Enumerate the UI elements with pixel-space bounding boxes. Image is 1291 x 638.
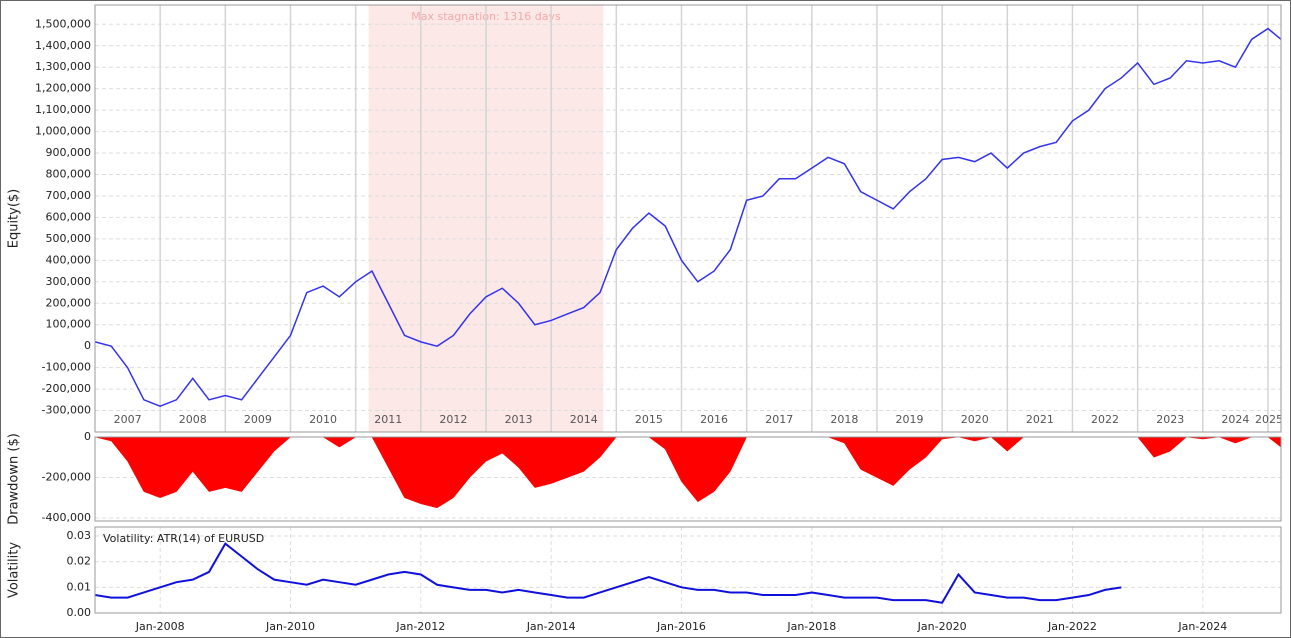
y-tick-label: 1,100,000 bbox=[35, 103, 91, 116]
y-tick-label: -200,000 bbox=[42, 470, 91, 483]
y-tick-label: 0 bbox=[84, 339, 91, 352]
y-tick-label: 0 bbox=[84, 430, 91, 443]
y-tick-label: 0.01 bbox=[67, 580, 92, 593]
y-tick-label: -200,000 bbox=[42, 382, 91, 395]
y-tick-label: -400,000 bbox=[42, 511, 91, 524]
y-axis-title: Volatility bbox=[7, 542, 22, 598]
y-tick-label: 800,000 bbox=[46, 168, 92, 181]
y-tick-label: -300,000 bbox=[42, 404, 91, 417]
panel-title: Volatility: ATR(14) of EURUSD bbox=[103, 532, 264, 545]
year-label: 2024 bbox=[1221, 413, 1249, 426]
year-label: 2023 bbox=[1156, 413, 1184, 426]
year-label: 2025 bbox=[1255, 413, 1283, 426]
year-label: 2018 bbox=[830, 413, 858, 426]
x-tick-label: Jan-2016 bbox=[656, 620, 706, 633]
year-label: 2019 bbox=[896, 413, 924, 426]
year-label: 2011 bbox=[374, 413, 402, 426]
y-tick-label: 300,000 bbox=[46, 275, 92, 288]
x-tick-label: Jan-2022 bbox=[1047, 620, 1097, 633]
x-tick-label: Jan-2024 bbox=[1177, 620, 1227, 633]
year-label: 2022 bbox=[1091, 413, 1119, 426]
equity-line bbox=[95, 27, 1281, 408]
y-tick-label: 200,000 bbox=[46, 296, 92, 309]
volatility-line bbox=[95, 542, 1122, 604]
y-tick-label: 500,000 bbox=[46, 232, 92, 245]
panel-frame bbox=[94, 526, 1282, 614]
y-tick-label: 0.03 bbox=[67, 529, 92, 542]
drawdown-area bbox=[95, 437, 1281, 509]
y-tick-label: 1,200,000 bbox=[35, 82, 91, 95]
y-tick-label: -100,000 bbox=[42, 361, 91, 374]
y-tick-label: 1,400,000 bbox=[35, 39, 91, 52]
y-tick-label: 1,300,000 bbox=[35, 60, 91, 73]
year-label: 2016 bbox=[700, 413, 728, 426]
y-tick-label: 400,000 bbox=[46, 253, 92, 266]
y-tick-label: 700,000 bbox=[46, 189, 92, 202]
y-tick-label: 100,000 bbox=[46, 318, 92, 331]
year-label: 2017 bbox=[765, 413, 793, 426]
y-tick-label: 1,000,000 bbox=[35, 125, 91, 138]
year-label: 2013 bbox=[505, 413, 533, 426]
x-tick-label: Jan-2020 bbox=[917, 620, 967, 633]
year-label: 2008 bbox=[179, 413, 207, 426]
y-axis-title: Equity($) bbox=[7, 189, 22, 249]
year-label: 2014 bbox=[570, 413, 598, 426]
y-tick-label: 1,500,000 bbox=[35, 17, 91, 30]
x-tick-label: Jan-2018 bbox=[786, 620, 836, 633]
x-tick-label: Jan-2012 bbox=[395, 620, 445, 633]
year-label: 2010 bbox=[309, 413, 337, 426]
y-tick-label: 0.02 bbox=[67, 555, 92, 568]
x-tick-label: Jan-2010 bbox=[265, 620, 315, 633]
y-axis-title: Drawdown ($) bbox=[7, 433, 22, 525]
x-tick-label: Jan-2008 bbox=[135, 620, 185, 633]
year-label: 2012 bbox=[439, 413, 467, 426]
year-label: 2020 bbox=[961, 413, 989, 426]
y-tick-label: 600,000 bbox=[46, 210, 92, 223]
x-tick-label: Jan-2014 bbox=[526, 620, 576, 633]
year-label: 2015 bbox=[635, 413, 663, 426]
y-tick-label: 0.00 bbox=[67, 606, 92, 619]
plot-area bbox=[95, 437, 1281, 519]
panel-frame bbox=[94, 436, 1282, 522]
panel-frame bbox=[94, 4, 1282, 433]
plot-area bbox=[95, 527, 1281, 613]
y-tick-label: 900,000 bbox=[46, 146, 92, 159]
year-label: 2021 bbox=[1026, 413, 1054, 426]
year-label: 2009 bbox=[244, 413, 272, 426]
year-label: 2007 bbox=[114, 413, 142, 426]
